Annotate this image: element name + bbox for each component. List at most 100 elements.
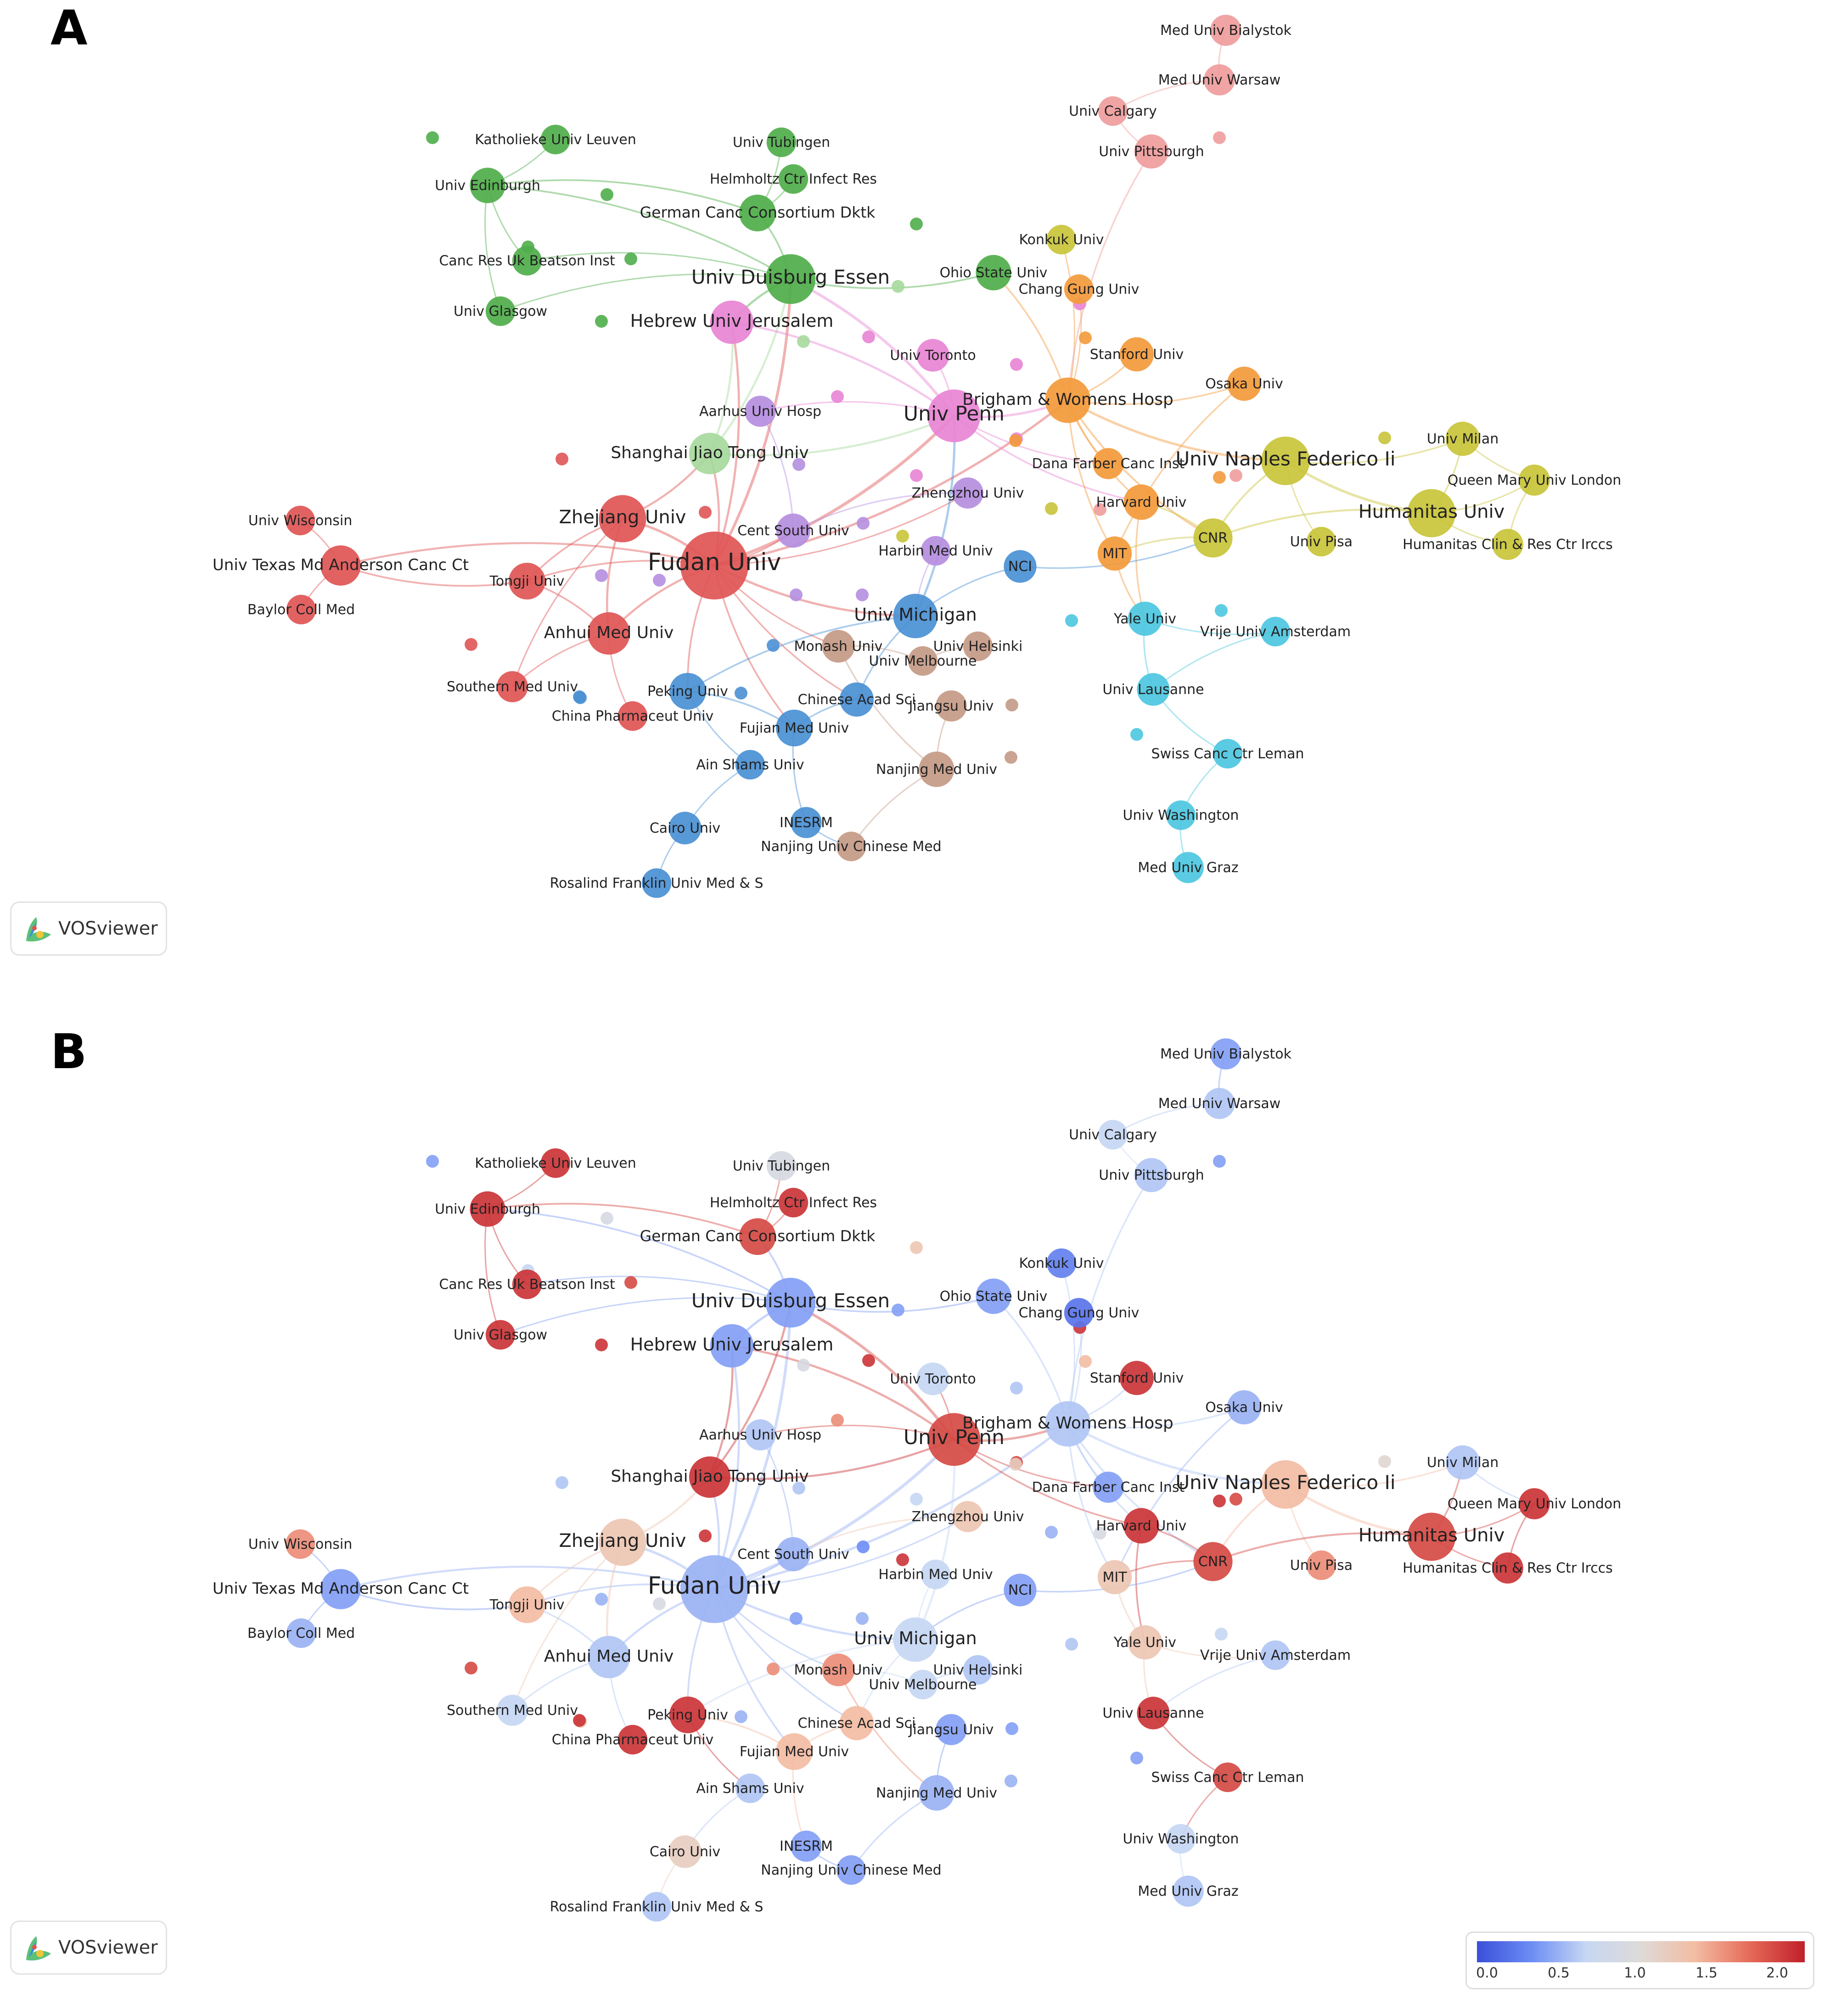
- network-node: [936, 690, 967, 722]
- minor-node-layer: [426, 1155, 1391, 1787]
- network-node: [285, 505, 315, 536]
- node-label: Osaka Univ: [1205, 1400, 1283, 1416]
- node-label: Canc Res Uk Beatson Inst: [439, 253, 615, 269]
- network-node: [919, 1775, 954, 1811]
- node-label: Fujian Med Univ: [740, 720, 849, 736]
- network-node: [1004, 1574, 1037, 1607]
- node-label: Univ Pittsburgh: [1099, 1167, 1204, 1183]
- network-node: [1213, 739, 1243, 769]
- network-node: [595, 315, 608, 328]
- network-node: [1193, 1542, 1233, 1581]
- link: [500, 273, 791, 312]
- node-label: Med Univ Warsaw: [1158, 1096, 1281, 1112]
- network-node: [595, 569, 608, 582]
- node-label: Zhejiang Univ: [559, 507, 686, 528]
- node-label: Osaka Univ: [1205, 376, 1283, 392]
- network-node: [320, 545, 361, 586]
- node-label: German Canc Consortium Dktk: [640, 203, 876, 221]
- node-layer: [285, 1038, 1550, 1922]
- network-node: [497, 1695, 528, 1726]
- network-node: [1210, 15, 1241, 46]
- node-label: Yale Univ: [1113, 611, 1176, 627]
- node-label: Katholieke Univ Leuven: [475, 132, 636, 148]
- network-node: [1009, 434, 1022, 447]
- network-node: [1134, 134, 1169, 169]
- node-label: Queen Mary Univ London: [1448, 472, 1622, 488]
- link: [1145, 618, 1276, 635]
- network-node: [1227, 366, 1262, 401]
- network-node: [921, 1559, 951, 1590]
- network-node: [1173, 1876, 1204, 1907]
- network-node: [689, 1456, 731, 1498]
- node-label: Peking Univ: [647, 1707, 728, 1723]
- network-node: [1005, 699, 1018, 711]
- network-node: [1128, 601, 1162, 636]
- network-node: [908, 1669, 938, 1700]
- network-node: [952, 477, 983, 509]
- network-node: [790, 588, 803, 601]
- network-node: [1166, 1824, 1196, 1854]
- network-node: [1093, 448, 1124, 479]
- link: [1145, 1641, 1276, 1659]
- link: [759, 1434, 794, 1555]
- vosviewer-badge: VOSviewer: [10, 902, 167, 956]
- network-node: [1492, 1552, 1523, 1584]
- link: [709, 414, 954, 457]
- network-node: [921, 536, 951, 566]
- network-node: [1093, 1472, 1124, 1503]
- network-node: [320, 1569, 361, 1609]
- network-node: [952, 1501, 983, 1532]
- network-node: [1261, 437, 1310, 485]
- link: [511, 518, 623, 687]
- network-node: [896, 530, 909, 543]
- link: [953, 415, 1142, 503]
- link: [760, 401, 954, 417]
- network-node: [927, 1413, 981, 1466]
- link: [793, 1516, 968, 1555]
- node-label: Univ Helsinki: [933, 638, 1023, 655]
- network-node: [976, 1278, 1011, 1314]
- network-node: [573, 690, 586, 703]
- network-node: [1128, 1625, 1162, 1660]
- network-node: [641, 1892, 672, 1922]
- network-node: [1045, 1526, 1058, 1539]
- network-node: [668, 1835, 702, 1868]
- network-node: [910, 1241, 923, 1254]
- network-node: [1097, 536, 1132, 571]
- node-label: Monash Univ: [794, 1662, 883, 1678]
- network-node: [857, 1540, 870, 1553]
- node-label: Univ Penn: [904, 1426, 1005, 1449]
- network-node: [916, 1362, 949, 1395]
- color-scale-legend: 0.0 0.5 1.0 1.5 2.0: [1465, 1932, 1814, 1989]
- network-node: [1306, 1550, 1336, 1580]
- network-node: [1445, 1445, 1480, 1480]
- node-label: Univ Penn: [904, 402, 1005, 426]
- network-node: [1065, 614, 1078, 627]
- network-node: [1119, 1361, 1154, 1395]
- network-node: [908, 646, 938, 676]
- network-node: [699, 506, 712, 519]
- link: [487, 185, 791, 280]
- node-label: Anhui Med Univ: [544, 623, 674, 642]
- network-node: [839, 682, 874, 717]
- node-label: Humanitas Clin & Res Ctr Irccs: [1403, 537, 1613, 553]
- link: [1114, 1406, 1245, 1578]
- link: [500, 1297, 791, 1336]
- node-label: Cairo Univ: [650, 820, 720, 836]
- panel-label: A: [51, 0, 88, 56]
- network-node: [587, 612, 630, 655]
- link: [914, 415, 956, 617]
- network-node: [765, 1277, 816, 1328]
- network-node: [831, 1414, 844, 1427]
- node-label: Univ Calgary: [1069, 103, 1157, 119]
- network-node: [1213, 471, 1226, 484]
- network-node: [1407, 489, 1456, 538]
- link: [714, 492, 968, 566]
- minor-node-layer: [426, 131, 1391, 764]
- network-node: [512, 1269, 542, 1299]
- network-node: [963, 631, 993, 661]
- network-node: [1492, 529, 1523, 560]
- link: [340, 565, 528, 587]
- node-label: Ohio State Univ: [940, 1288, 1048, 1305]
- link: [1067, 1422, 1286, 1486]
